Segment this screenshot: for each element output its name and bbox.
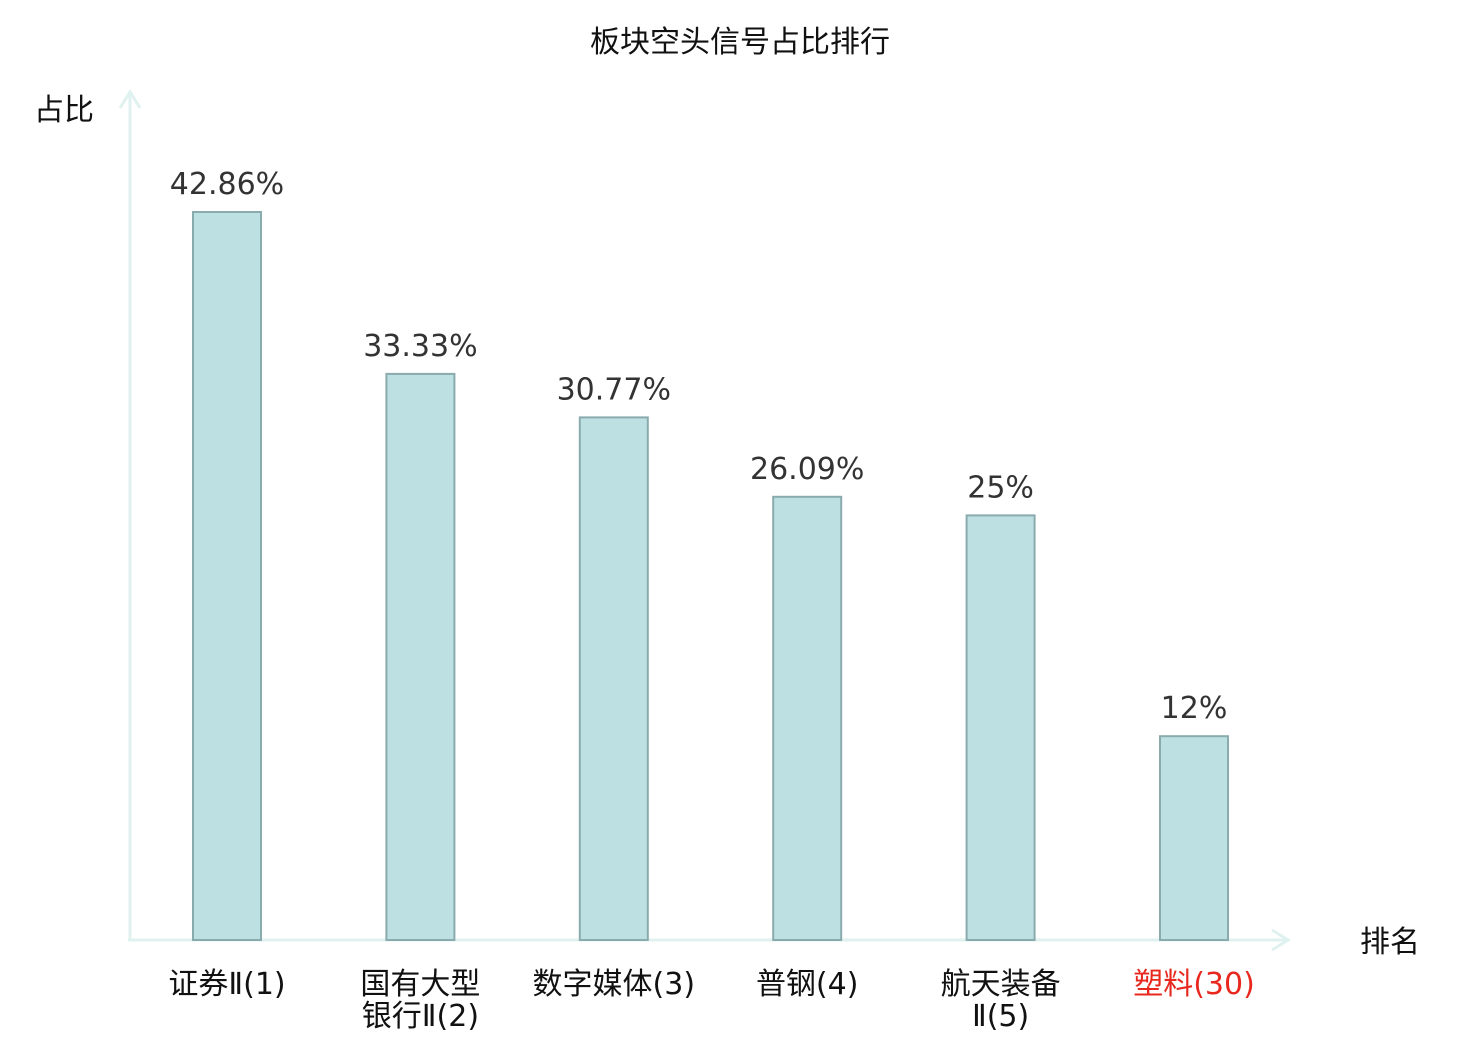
- bar-5: [965, 514, 1036, 942]
- bar-value-label-3: 30.77%: [557, 372, 671, 407]
- bar-value-label-6: 12%: [1161, 691, 1228, 726]
- category-label-5-line-1: 航天装备: [941, 967, 1061, 1002]
- bar-3: [578, 416, 649, 941]
- category-label-5-line-2: Ⅱ(5): [972, 999, 1029, 1034]
- bar-4: [772, 495, 843, 941]
- value-labels-group: 42.86% 33.33% 30.77% 26.09% 25% 12%: [170, 167, 1228, 726]
- category-label-2-line-1: 国有大型: [360, 967, 480, 1002]
- bar-value-label-1: 42.86%: [170, 167, 284, 202]
- category-label-1-line-1: 证券Ⅱ(1): [168, 967, 285, 1002]
- bar-6: [1159, 735, 1229, 942]
- category-label-4-line-1: 普钢(4): [756, 967, 859, 1002]
- bars-group: [192, 211, 1229, 942]
- category-label-6-line-1: 塑料(30): [1133, 967, 1255, 1002]
- category-label-2-line-2: 银行Ⅱ(2): [362, 999, 479, 1034]
- bar-value-label-2: 33.33%: [363, 329, 477, 364]
- bar-2: [385, 372, 456, 941]
- bar-value-label-5: 25%: [967, 470, 1034, 505]
- y-axis-label: 占比: [34, 93, 94, 128]
- chart-title: 板块空头信号占比排行: [590, 25, 890, 60]
- bar-1: [192, 211, 262, 941]
- bar-value-label-4: 26.09%: [750, 452, 864, 487]
- y-axis-arrow: [118, 89, 142, 109]
- x-axis-arrow: [1271, 928, 1291, 952]
- x-axis-label: 排名: [1360, 925, 1420, 960]
- category-label-3-line-1: 数字媒体(3): [533, 967, 696, 1002]
